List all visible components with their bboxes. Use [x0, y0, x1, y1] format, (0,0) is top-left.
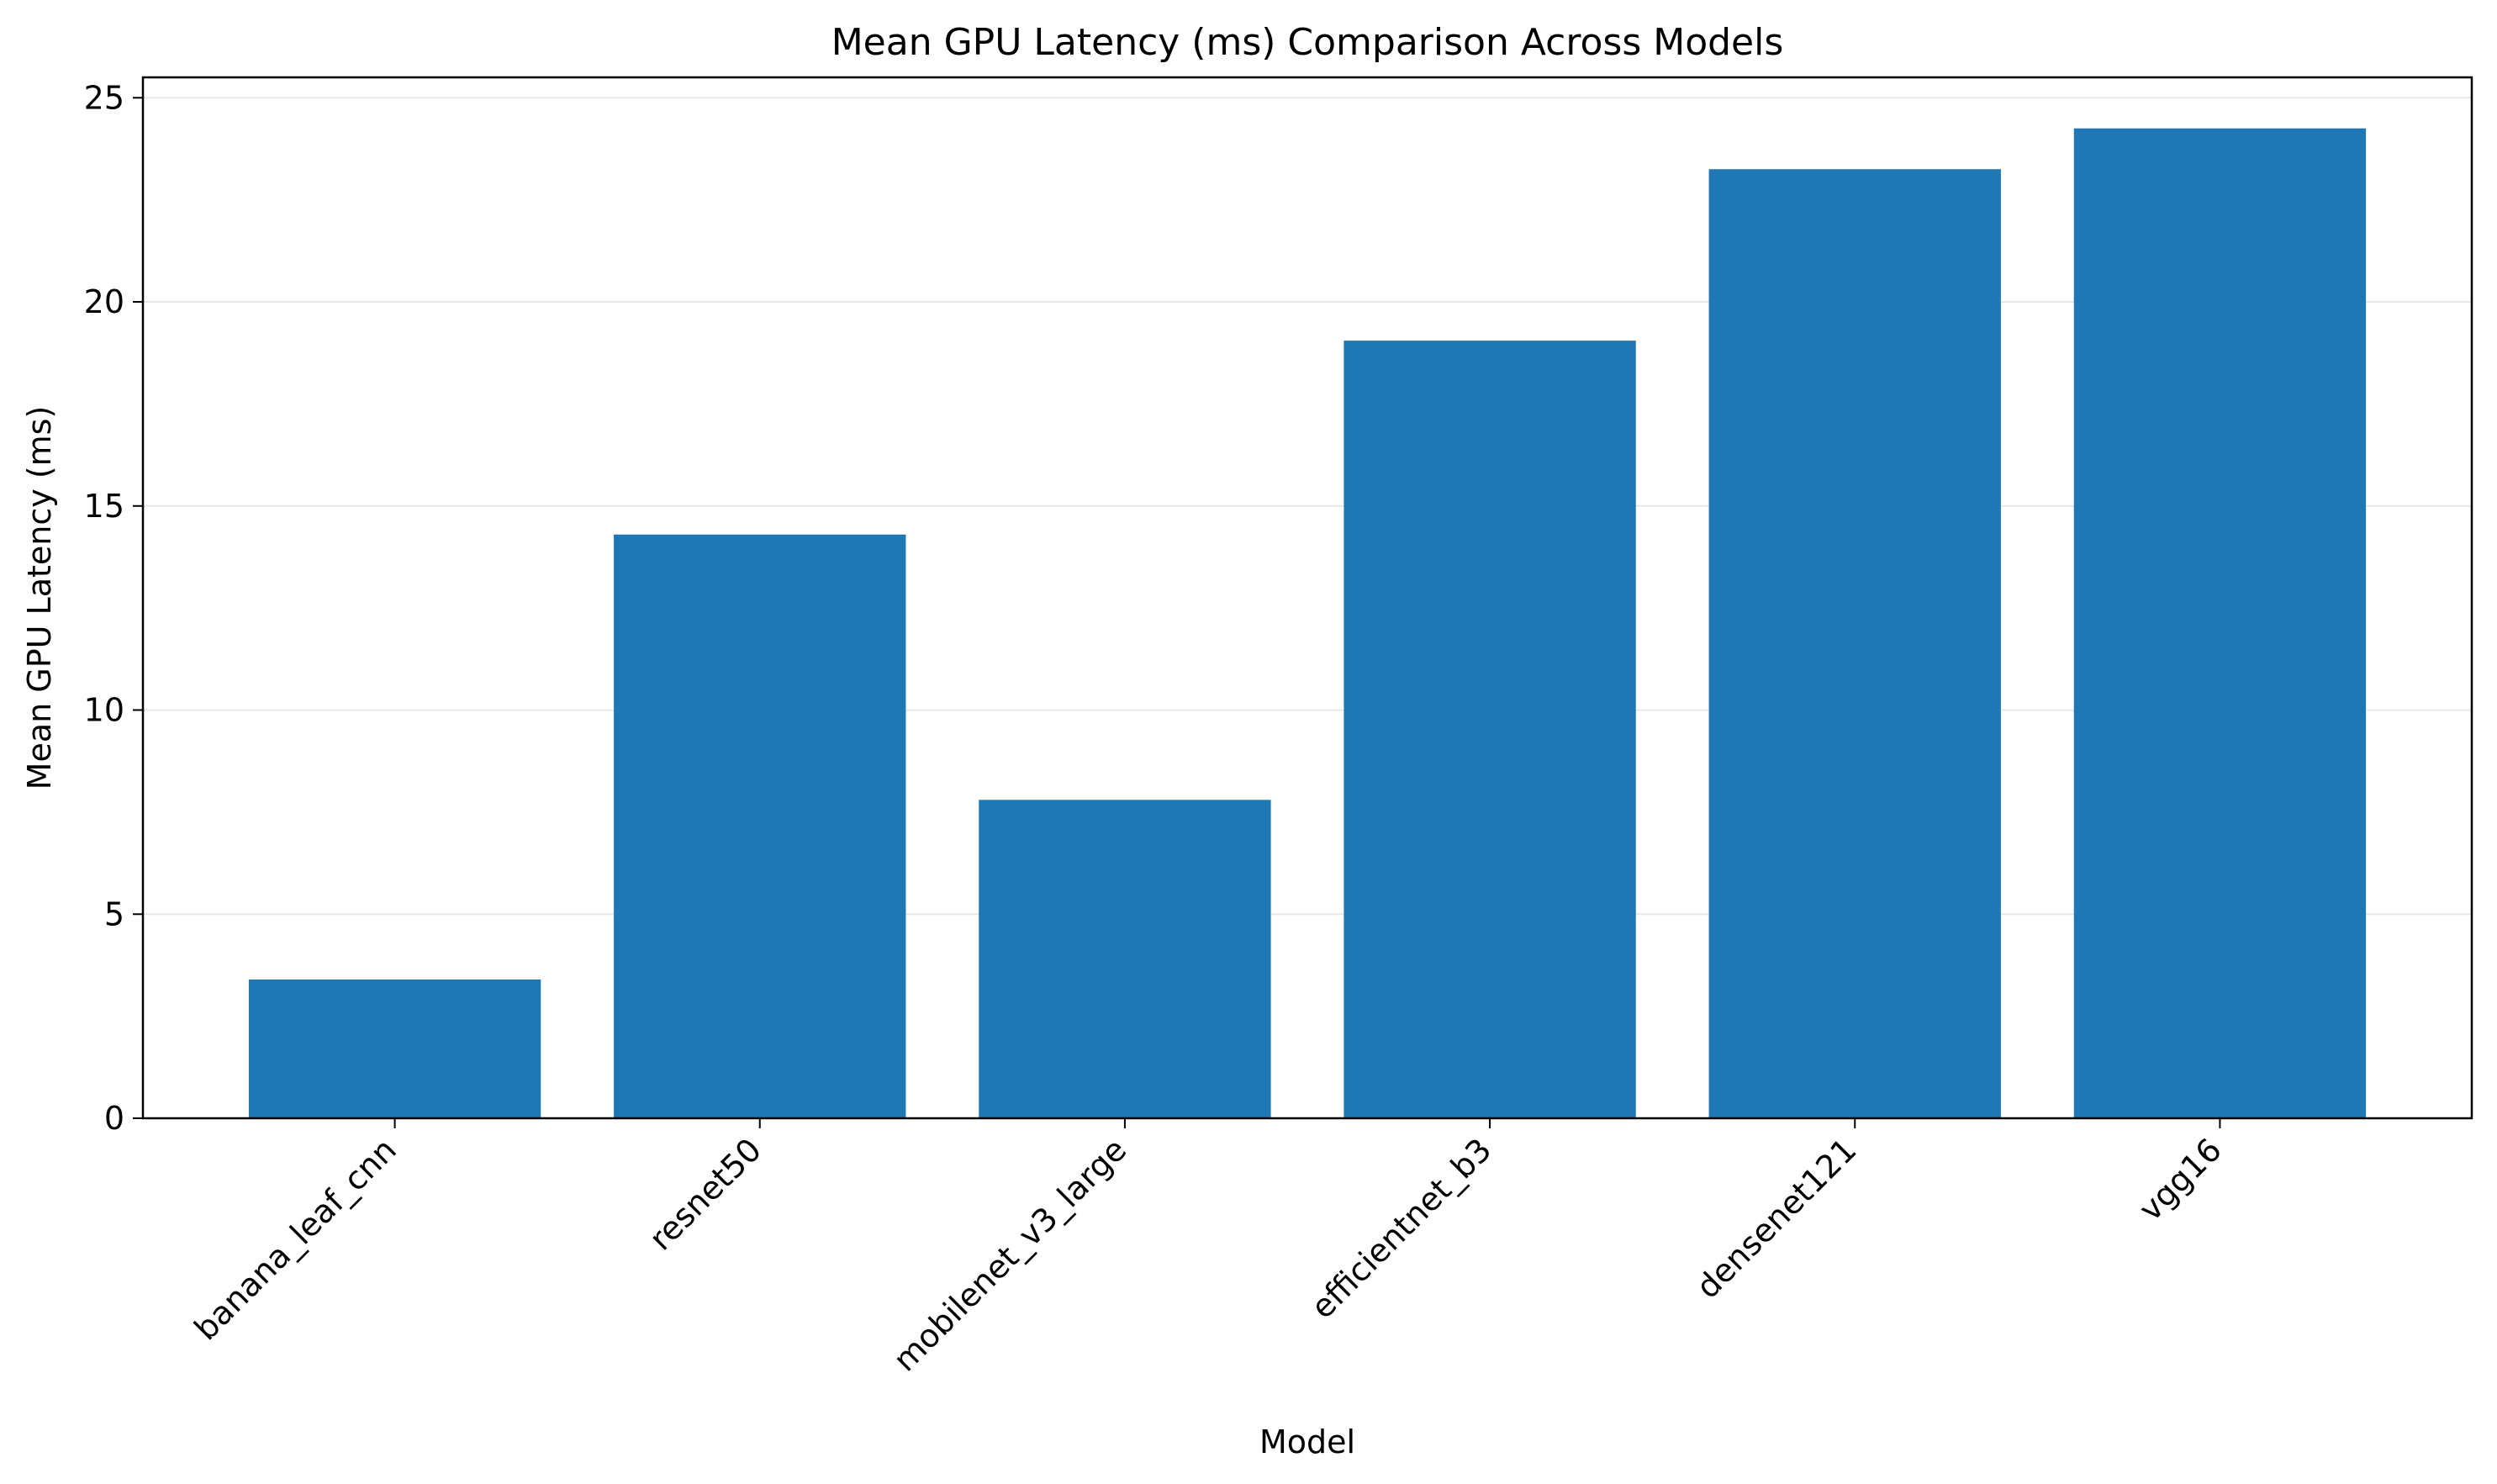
y-tick-label: 25: [84, 79, 124, 116]
y-tick-label: 15: [84, 488, 124, 525]
bar-resnet50: [614, 534, 906, 1118]
y-axis-ticks: 0 5 10 15 20 25: [84, 79, 143, 1137]
bar-efficientnet_b3: [1344, 341, 1636, 1118]
y-tick-label: 5: [104, 895, 124, 932]
bars: [248, 128, 2367, 1118]
y-axis-label: Mean GPU Latency (ms): [21, 406, 58, 790]
x-axis-label: Model: [1259, 1423, 1355, 1460]
plot-frame: [141, 76, 2473, 1120]
bar-mobilenet_v3_large: [979, 800, 1271, 1118]
y-tick-label: 20: [84, 283, 124, 320]
bar-vgg16: [2073, 128, 2367, 1118]
chart-title: Mean GPU Latency (ms) Comparison Across …: [831, 21, 1784, 64]
bar-banana_leaf_cnn: [248, 979, 541, 1118]
y-tick-label: 0: [104, 1100, 124, 1137]
bar-densenet121: [1708, 169, 2001, 1118]
y-tick-label: 10: [84, 692, 124, 729]
